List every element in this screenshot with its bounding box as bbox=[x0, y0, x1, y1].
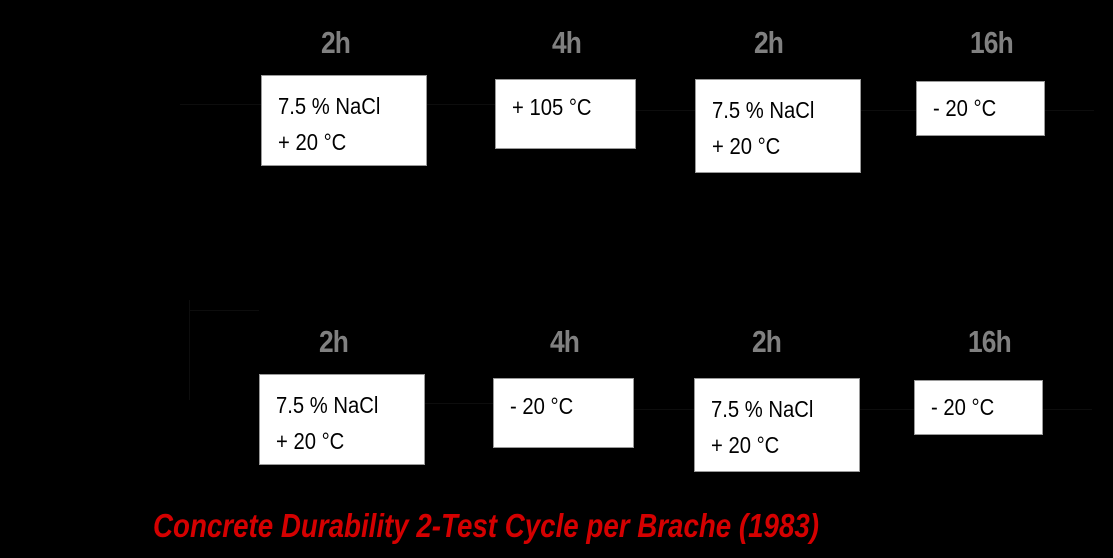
step-box-minus-20c: - 20 °C bbox=[914, 380, 1043, 435]
step-box-nacl-20c: 7.5 % NaCl + 20 °C bbox=[694, 378, 860, 472]
step-line-1: 7.5 % NaCl bbox=[711, 396, 814, 422]
step-line-2: + 20 °C bbox=[276, 428, 345, 454]
duration-label: 16h bbox=[970, 25, 1014, 60]
connector-line bbox=[859, 409, 914, 410]
step-line-2: + 20 °C bbox=[278, 129, 347, 155]
step-line-1: - 20 °C bbox=[510, 393, 574, 419]
connector-line bbox=[180, 104, 261, 105]
connector-line bbox=[189, 300, 190, 400]
connector-line bbox=[860, 110, 916, 111]
duration-label: 2h bbox=[321, 25, 351, 60]
connector-line bbox=[426, 104, 495, 105]
duration-label: 4h bbox=[552, 25, 582, 60]
connector-line bbox=[633, 409, 694, 410]
diagram-title: Concrete Durability 2-Test Cycle per Bra… bbox=[153, 507, 820, 544]
connector-line bbox=[1044, 110, 1094, 111]
step-line-1: - 20 °C bbox=[933, 95, 997, 121]
step-box-105c: + 105 °C bbox=[495, 79, 636, 149]
step-line-1: + 105 °C bbox=[512, 94, 592, 120]
step-line-1: - 20 °C bbox=[931, 394, 995, 420]
step-line-2: + 20 °C bbox=[712, 133, 781, 159]
step-box-minus-20c: - 20 °C bbox=[916, 81, 1045, 136]
duration-label: 16h bbox=[968, 324, 1012, 359]
step-box-nacl-20c: 7.5 % NaCl + 20 °C bbox=[259, 374, 425, 465]
connector-line bbox=[424, 403, 493, 404]
step-line-2: + 20 °C bbox=[711, 432, 780, 458]
step-box-minus-20c: - 20 °C bbox=[493, 378, 634, 448]
step-box-nacl-20c: 7.5 % NaCl + 20 °C bbox=[261, 75, 427, 166]
step-line-1: 7.5 % NaCl bbox=[712, 97, 815, 123]
step-line-1: 7.5 % NaCl bbox=[278, 93, 381, 119]
step-box-nacl-20c: 7.5 % NaCl + 20 °C bbox=[695, 79, 861, 173]
connector-line bbox=[635, 110, 695, 111]
duration-label: 4h bbox=[550, 324, 580, 359]
step-line-1: 7.5 % NaCl bbox=[276, 392, 379, 418]
duration-label: 2h bbox=[752, 324, 782, 359]
connector-line bbox=[1042, 409, 1092, 410]
duration-label: 2h bbox=[319, 324, 349, 359]
duration-label: 2h bbox=[754, 25, 784, 60]
connector-line bbox=[189, 310, 259, 311]
